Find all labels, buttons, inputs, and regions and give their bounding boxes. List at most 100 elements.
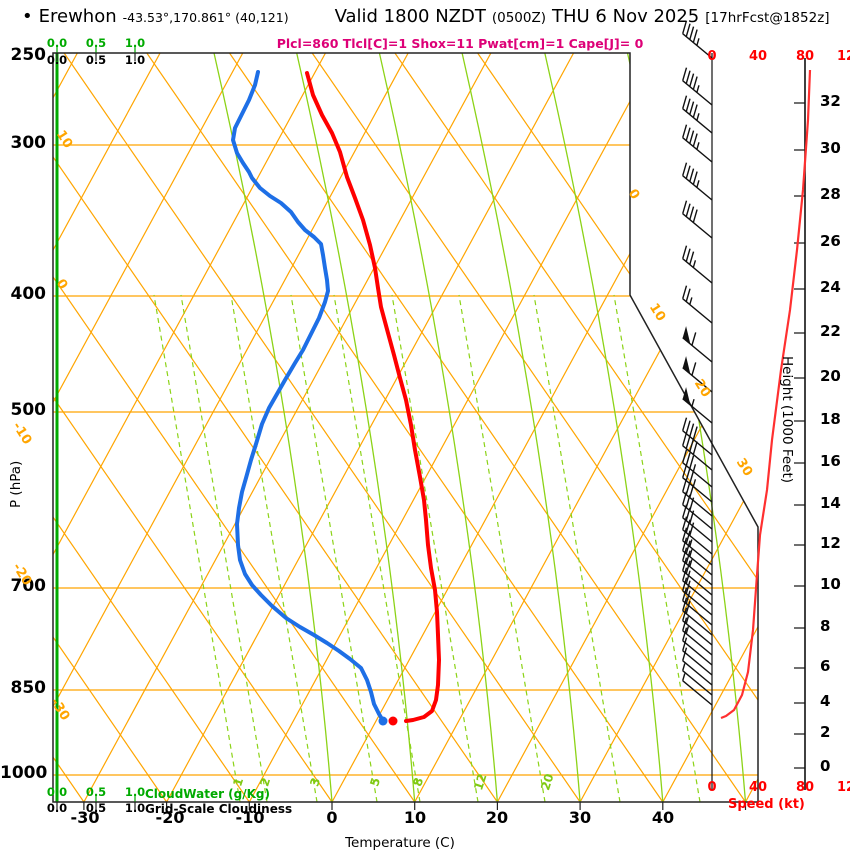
dry-adiabat-line (63, 53, 581, 802)
height-tick-label: 8 (820, 617, 831, 635)
valid-date: THU 6 Nov 2025 (552, 6, 700, 27)
wind-barb (682, 67, 713, 106)
cloudwater-scale-label-top: 1.0 (124, 36, 146, 50)
pressure-tick-label: 250 (10, 45, 47, 65)
dry-adiabat-line (229, 53, 746, 802)
mixing-ratio-line (230, 294, 318, 802)
height-tick-label: 22 (820, 322, 841, 340)
wind-barb (682, 557, 713, 596)
wind-barb (682, 547, 713, 586)
pressure-tick-label: 850 (10, 678, 47, 698)
speed-tick-label-top: 40 (748, 49, 768, 64)
height-tick-label: 0 (820, 757, 831, 775)
mixing-ratio-line (290, 294, 378, 802)
wind-barb (682, 516, 713, 555)
wind-barb (682, 491, 713, 530)
station-coords: -43.53°,170.861° (40,121) (122, 10, 289, 25)
cloudiness-scale-label-bottom: 1.0 (124, 801, 146, 815)
cloudiness-scale-label-top: 0.0 (46, 53, 68, 67)
temperature-axis-title: Temperature (C) (345, 835, 455, 851)
dry-adiabat-line (394, 53, 758, 802)
wind-barb (682, 597, 713, 636)
pressure-axis-title: P (hPa) (8, 460, 24, 508)
moist-adiabat-line (461, 53, 581, 802)
speed-tick-label-bottom: 80 (795, 780, 815, 795)
wind-barb (682, 285, 713, 324)
temperature-curve (305, 71, 441, 723)
cloudwater-scale-label-bottom: 0.5 (85, 785, 107, 799)
wind-barb (682, 504, 713, 543)
wind-barb (682, 587, 713, 626)
moist-adiabat-line (378, 53, 499, 802)
plot-border (52, 52, 759, 803)
isotherm-line (53, 53, 244, 802)
height-tick-label: 20 (820, 367, 841, 385)
wind-barb (682, 577, 713, 616)
cloudiness-axis-title: Grid-Scale Cloudiness (145, 802, 293, 816)
cloudiness-scale-label-bottom: 0.5 (85, 801, 107, 815)
temperature-tick-label: 10 (403, 808, 427, 827)
dry-adiabat-line (53, 53, 168, 802)
dry-adiabat-line (53, 53, 250, 802)
height-tick-label: 2 (820, 723, 831, 741)
height-tick-label: 12 (820, 534, 841, 552)
pressure-tick-label: 700 (10, 576, 47, 596)
isotherm-line (53, 53, 327, 802)
isotherm-line (248, 53, 657, 802)
wind-barb (682, 567, 713, 606)
wind-barb (682, 20, 713, 59)
temperature-tick-label: 30 (568, 808, 592, 827)
height-tick-label: 18 (820, 410, 841, 428)
station-bullet: • (22, 6, 33, 27)
valid-zulu: (0500Z) (491, 10, 546, 26)
dry-adiabat-line (53, 53, 416, 802)
grid-lines (53, 53, 758, 802)
dry-adiabat-line (146, 53, 664, 802)
wind-barb (682, 432, 713, 471)
cloudiness-scale-label-top: 1.0 (124, 53, 146, 67)
cloudwater-scale-label-top: 0.0 (46, 36, 68, 50)
forecast-info: [17hrFcst@1852z] (705, 10, 830, 26)
isotherm-line (579, 53, 758, 802)
wind-barb (682, 245, 713, 284)
height-axis-title: Height (1000 Feet) (779, 356, 795, 484)
temperature-tick-label: 40 (651, 808, 675, 827)
cloudwater-axis-title: CloudWater (g/Kg) (145, 787, 271, 801)
wind-barb (682, 478, 713, 517)
speed-tick-label-bottom: 40 (748, 780, 768, 795)
mixing-ratio-line (458, 294, 546, 802)
height-tick-label: 14 (820, 494, 841, 512)
wind-barb (682, 449, 713, 488)
wind-barb (682, 387, 713, 424)
speed-axis-title: Speed (kt) (728, 797, 805, 812)
height-tick-label: 24 (820, 278, 841, 296)
mixing-ratio-line (333, 294, 421, 802)
speed-tick-label-top: 0 (707, 49, 717, 64)
temperature-tick-label: -10 (235, 808, 265, 827)
isotherm-line (83, 53, 492, 802)
dry-adiabat-line (311, 53, 758, 802)
wind-barb (682, 326, 713, 363)
wind-barb (682, 663, 713, 696)
chart-title: • Erewhon -43.53°,170.861° (40,121) Vali… (22, 6, 830, 27)
dewpoint-curve (231, 70, 384, 721)
surface-dewpoint-dot (378, 716, 388, 726)
moist-adiabat-line (296, 53, 416, 802)
wind-barb (682, 124, 713, 163)
wind-barb (682, 607, 713, 646)
cloudwater-scale-label-bottom: 1.0 (124, 785, 146, 799)
wind-barb (682, 95, 713, 134)
height-tick-label: 30 (820, 139, 841, 157)
pressure-tick-label: 300 (10, 133, 47, 153)
cloudwater-scale-label-bottom: 0.0 (46, 785, 68, 799)
wind-barb (682, 627, 713, 666)
surface-temperature-dot (388, 716, 398, 726)
temperature-tick-label: 20 (485, 808, 509, 827)
wind-barb (682, 200, 713, 239)
station-name: Erewhon (38, 6, 117, 27)
pressure-tick-label: 500 (10, 400, 47, 420)
stability-indices: Plcl=860 Tlcl[C]=1 Shox=11 Pwat[cm]=1 Ca… (276, 36, 644, 51)
speed-tick-label-top: 12 (836, 49, 850, 64)
speed-tick-label-bottom: 0 (707, 780, 717, 795)
